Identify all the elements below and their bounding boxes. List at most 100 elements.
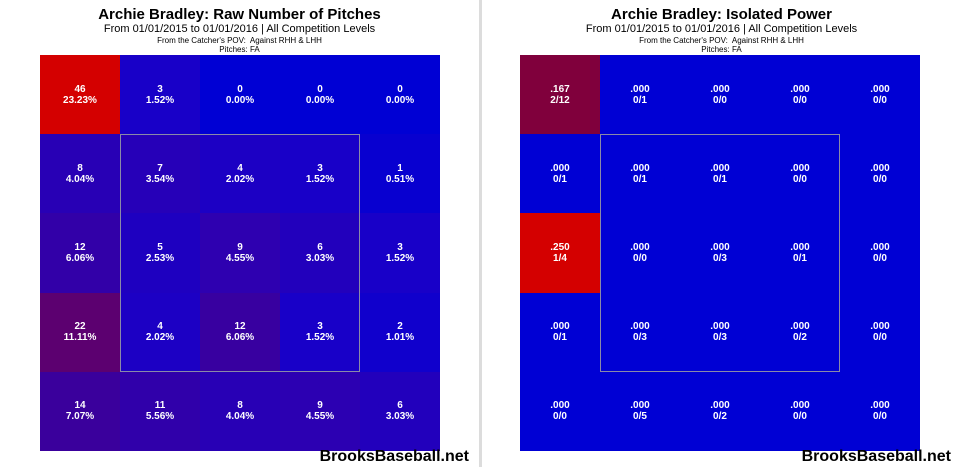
- cell-detail: 0/0: [873, 411, 887, 423]
- cell-detail: 0/1: [793, 252, 807, 264]
- cell-value: .000: [630, 241, 650, 253]
- cell-detail: 0.51%: [385, 173, 415, 185]
- cell-detail: 0/3: [713, 332, 727, 344]
- cell-value: .000: [550, 321, 570, 333]
- cell-value: 46: [74, 83, 86, 95]
- cell-detail: 1.52%: [305, 332, 335, 344]
- cell-value: 8: [77, 162, 83, 174]
- heatmap-cell: 4 2.02%: [120, 292, 200, 372]
- heatmap-cell: 9 4.55%: [200, 213, 280, 293]
- cell-detail: 2.02%: [145, 332, 175, 344]
- cell-detail: 0/0: [873, 252, 887, 264]
- cell-value: .000: [790, 162, 810, 174]
- cell-detail: 3.03%: [305, 252, 335, 264]
- cell-detail: 3.54%: [145, 173, 175, 185]
- heatmap-cell: .000 0/5: [600, 371, 680, 451]
- cell-value: .000: [550, 400, 570, 412]
- cell-value: .000: [870, 83, 890, 95]
- cell-detail: 2/12: [550, 94, 570, 106]
- heatmap-cell: 3 1.52%: [280, 134, 360, 214]
- cell-value: 2: [397, 321, 403, 333]
- heatmap-cell: .000 0/0: [760, 371, 840, 451]
- heatmap-cell: .167 2/12: [520, 55, 600, 135]
- heatmap-cell: 8 4.04%: [40, 134, 120, 214]
- cell-detail: 1.52%: [305, 173, 335, 185]
- heatmap-cell: 0 0.00%: [360, 55, 440, 135]
- cell-detail: 2.53%: [145, 252, 175, 264]
- heatmap-cell: .000 0/0: [760, 55, 840, 135]
- cell-value: .000: [790, 321, 810, 333]
- heatmap-cell: .000 0/1: [600, 134, 680, 214]
- cell-value: .000: [790, 241, 810, 253]
- cell-detail: 1.52%: [385, 252, 415, 264]
- cell-detail: 4.04%: [225, 411, 255, 423]
- cell-detail: 0/0: [793, 173, 807, 185]
- cell-value: 6: [317, 241, 323, 253]
- cell-value: 12: [74, 241, 86, 253]
- chart-title: Archie Bradley: Isolated Power: [611, 6, 832, 23]
- heatmap-cell: 2 1.01%: [360, 292, 440, 372]
- chart-subtitle: From 01/01/2015 to 01/01/2016 | All Comp…: [585, 23, 858, 35]
- chart-pitch-type: Pitches: FA: [701, 45, 742, 54]
- heatmap-cell: 11 5.56%: [120, 371, 200, 451]
- heatmap-cell: 1 0.51%: [360, 134, 440, 214]
- heatmap-cell: .000 0/3: [600, 292, 680, 372]
- cell-value: .000: [710, 241, 730, 253]
- chart-pitch-type: Pitches: FA: [219, 45, 260, 54]
- cell-detail: 6.06%: [225, 332, 255, 344]
- cell-detail: 0/0: [793, 94, 807, 106]
- heatmap-cell: .000 0/1: [680, 134, 760, 214]
- cell-value: 0: [317, 83, 323, 95]
- cell-value: 3: [157, 83, 163, 95]
- heatmap-cell: .000 0/1: [760, 213, 840, 293]
- cell-detail: 0/5: [633, 411, 647, 423]
- heatmap-cell: 4 2.02%: [200, 134, 280, 214]
- cell-detail: 0/3: [713, 252, 727, 264]
- heatmap-cell: .000 0/3: [680, 213, 760, 293]
- cell-detail: 4.55%: [225, 252, 255, 264]
- cell-detail: 6.06%: [65, 252, 95, 264]
- heatmap-cell: 12 6.06%: [40, 213, 120, 293]
- cell-value: .000: [870, 321, 890, 333]
- pitch-count-chart: Archie Bradley: Raw Number of Pitches Fr…: [0, 0, 479, 467]
- cell-value: 4: [237, 162, 243, 174]
- cell-detail: 1.52%: [145, 94, 175, 106]
- heatmap-cell: 3 1.52%: [280, 292, 360, 372]
- cell-value: .000: [790, 400, 810, 412]
- heatmap-cell: .250 1/4: [520, 213, 600, 293]
- cell-detail: 1/4: [553, 252, 567, 264]
- cell-detail: 2.02%: [225, 173, 255, 185]
- cell-value: 12: [234, 321, 246, 333]
- heatmap-cell: 5 2.53%: [120, 213, 200, 293]
- heatmap-cell: .000 0/0: [840, 134, 920, 214]
- heatmap-cell: 8 4.04%: [200, 371, 280, 451]
- heatmap-cell: .000 0/0: [840, 292, 920, 372]
- cell-detail: 23.23%: [63, 94, 97, 106]
- cell-value: .167: [550, 83, 570, 95]
- cell-detail: 0.00%: [225, 94, 255, 106]
- cell-value: 3: [317, 321, 323, 333]
- cell-value: .000: [710, 400, 730, 412]
- cell-detail: 7.07%: [65, 411, 95, 423]
- cell-value: 9: [237, 241, 243, 253]
- heatmap-cell: 3 1.52%: [360, 213, 440, 293]
- cell-detail: 0/3: [633, 332, 647, 344]
- cell-value: 6: [397, 400, 403, 412]
- cell-detail: 5.56%: [145, 411, 175, 423]
- cell-value: .000: [630, 83, 650, 95]
- cell-detail: 4.04%: [65, 173, 95, 185]
- cell-detail: 0/0: [873, 332, 887, 344]
- cell-value: .000: [630, 400, 650, 412]
- cell-value: 22: [74, 321, 86, 333]
- cell-value: .000: [550, 162, 570, 174]
- heatmap-cell: 6 3.03%: [360, 371, 440, 451]
- heatmap-cell: .000 0/0: [840, 371, 920, 451]
- cell-detail: 0.00%: [305, 94, 335, 106]
- cell-detail: 0/0: [873, 173, 887, 185]
- cell-detail: 0/2: [713, 411, 727, 423]
- cell-detail: 0/0: [873, 94, 887, 106]
- isolated-power-chart: Archie Bradley: Isolated Power From 01/0…: [482, 0, 961, 467]
- cell-value: .000: [630, 162, 650, 174]
- cell-detail: 0.00%: [385, 94, 415, 106]
- heatmap-cell: 14 7.07%: [40, 371, 120, 451]
